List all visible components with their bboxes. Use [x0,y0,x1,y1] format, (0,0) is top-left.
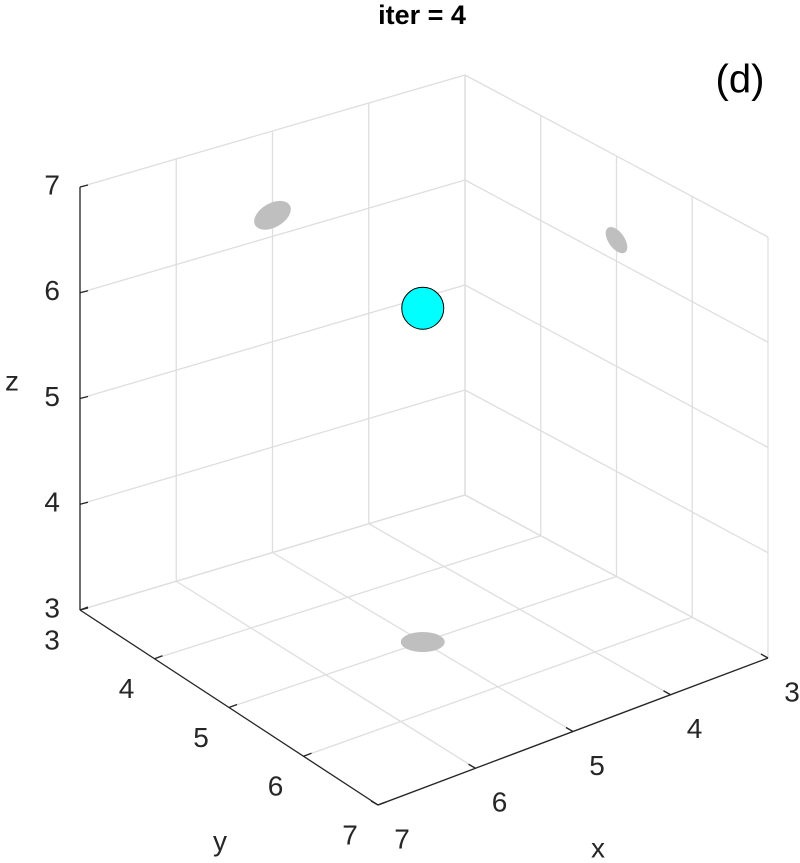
floor-shadow [400,632,445,652]
grid-line [464,389,769,554]
x-tick-label: 6 [492,787,508,818]
tick-mark [565,726,574,733]
x-tick-label: 4 [687,713,703,744]
chart-title: iter = 4 [378,0,466,30]
tick-mark [228,703,238,709]
grid-line [464,284,769,449]
tick-mark [79,606,89,611]
x-axis-label: x [591,832,605,863]
y-tick-label: 3 [44,624,60,655]
grid-line [464,494,769,659]
z-tick-label: 3 [44,592,60,623]
z-tick-label: 4 [44,487,60,518]
tick-mark [79,501,89,505]
y-tick-label: 7 [342,819,358,850]
wall-shadow [254,200,291,230]
z-tick-label: 6 [44,275,60,306]
grid-line [79,284,466,400]
z-tick-label: 7 [44,169,60,200]
grid-line [79,179,466,294]
wall-shadow [605,226,628,254]
grid-line [79,494,466,611]
tick-mark [79,290,89,294]
tick-mark [760,653,769,659]
grid-line [464,179,769,343]
x-tick-label: 7 [394,823,410,854]
panel-label: (d) [716,58,765,102]
grid-line [464,74,769,238]
tick-mark [370,800,379,806]
tick-mark [79,184,89,188]
sphere [401,286,445,330]
grid-line [154,535,541,660]
grid-line [79,389,466,505]
y-tick-label: 4 [119,673,135,704]
tick-mark [663,690,671,696]
tick-mark [154,655,163,660]
grid-line [303,616,693,757]
grid-line [79,74,466,188]
tick-mark [303,752,312,757]
x-tick-label: 5 [589,750,605,781]
z-axis-label: z [5,365,19,396]
tick-mark [79,395,89,400]
x-tick-label: 3 [784,676,800,707]
tick-mark [468,763,476,769]
z-tick-label: 5 [44,381,60,412]
y-axis-label: y [213,825,227,856]
y-tick-label: 6 [268,771,284,802]
tick-mark [377,801,387,806]
y-tick-label: 5 [193,722,209,753]
